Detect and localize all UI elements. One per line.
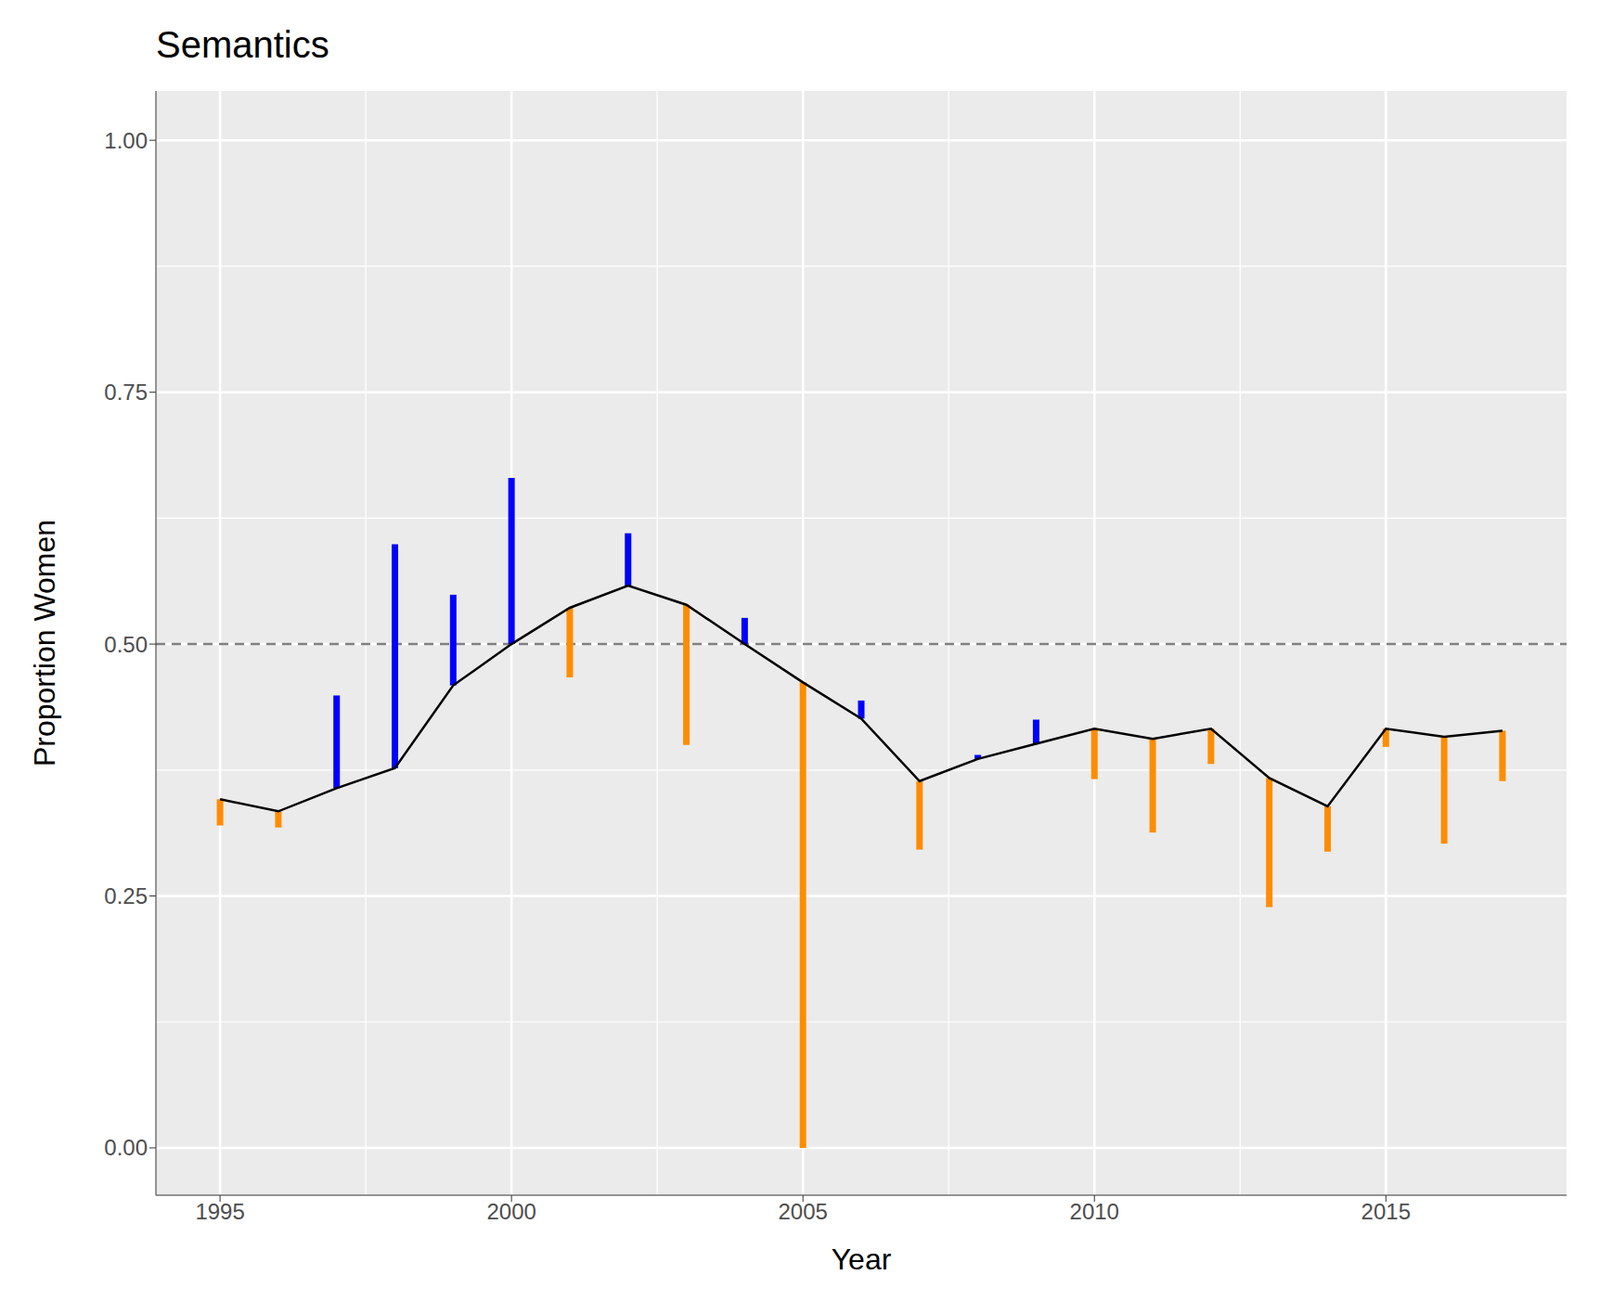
svg-text:1995: 1995 — [194, 1199, 245, 1225]
svg-text:0.50: 0.50 — [103, 632, 148, 658]
svg-text:0.75: 0.75 — [103, 379, 148, 405]
svg-text:2015: 2015 — [1361, 1199, 1411, 1225]
svg-text:2000: 2000 — [486, 1199, 536, 1225]
svg-text:2005: 2005 — [777, 1199, 827, 1225]
svg-text:Proportion Women: Proportion Women — [27, 519, 62, 767]
svg-text:1.00: 1.00 — [103, 128, 148, 154]
svg-text:0.00: 0.00 — [103, 1135, 148, 1161]
html-text:Semantics: Semantics — [155, 24, 330, 65]
svg-text:Year: Year — [831, 1242, 892, 1277]
svg-text:2010: 2010 — [1070, 1199, 1120, 1225]
svg-text:0.25: 0.25 — [103, 883, 148, 909]
